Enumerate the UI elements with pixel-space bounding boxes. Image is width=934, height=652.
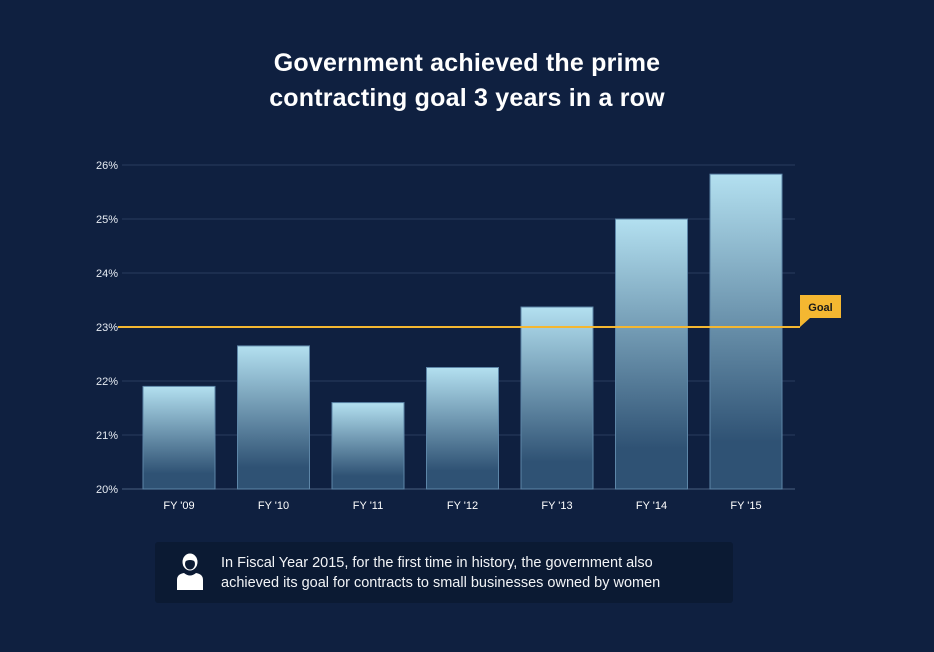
y-tick-label: 22% — [96, 376, 118, 388]
y-tick-label: 26% — [96, 160, 118, 172]
y-tick-label: 21% — [96, 430, 118, 442]
bar — [331, 402, 405, 490]
bar — [237, 345, 310, 490]
bar — [709, 173, 783, 490]
bar-chart: 20% 21% 22% 23% 24% 25% 26% FY '09 FY '10 FY '11… — [96, 160, 841, 512]
bar — [520, 306, 594, 490]
x-tick-label: FY '11 — [353, 500, 383, 512]
goal-label-box — [800, 295, 841, 327]
x-tick-label: FY '14 — [636, 500, 667, 512]
y-tick-label: 23% — [96, 322, 118, 334]
bar — [142, 385, 216, 490]
goal-label: Goal — [808, 302, 832, 314]
y-tick-label: 20% — [96, 484, 118, 496]
bar — [615, 218, 688, 490]
x-tick-label: FY '12 — [447, 500, 478, 512]
x-tick-label: FY '15 — [730, 500, 761, 512]
woman-user-icon — [177, 553, 203, 590]
y-tick-label: 25% — [96, 214, 118, 226]
y-tick-label: 24% — [96, 268, 118, 280]
x-tick-label: FY '13 — [541, 500, 572, 512]
title-line-1: Government achieved the prime — [273, 49, 661, 77]
info-callout: In Fiscal Year 2015, for the first time … — [155, 542, 733, 603]
title-line-2: contracting goal 3 years in a row — [269, 84, 665, 112]
callout-line-2: achieved its goal for contracts to small… — [221, 575, 661, 591]
callout-line-1: In Fiscal Year 2015, for the first time … — [221, 555, 653, 571]
bar — [426, 367, 499, 490]
x-tick-label: FY '09 — [163, 500, 194, 512]
chart-title: Government achieved the prime contractin… — [0, 46, 934, 116]
x-tick-label: FY '10 — [258, 500, 289, 512]
